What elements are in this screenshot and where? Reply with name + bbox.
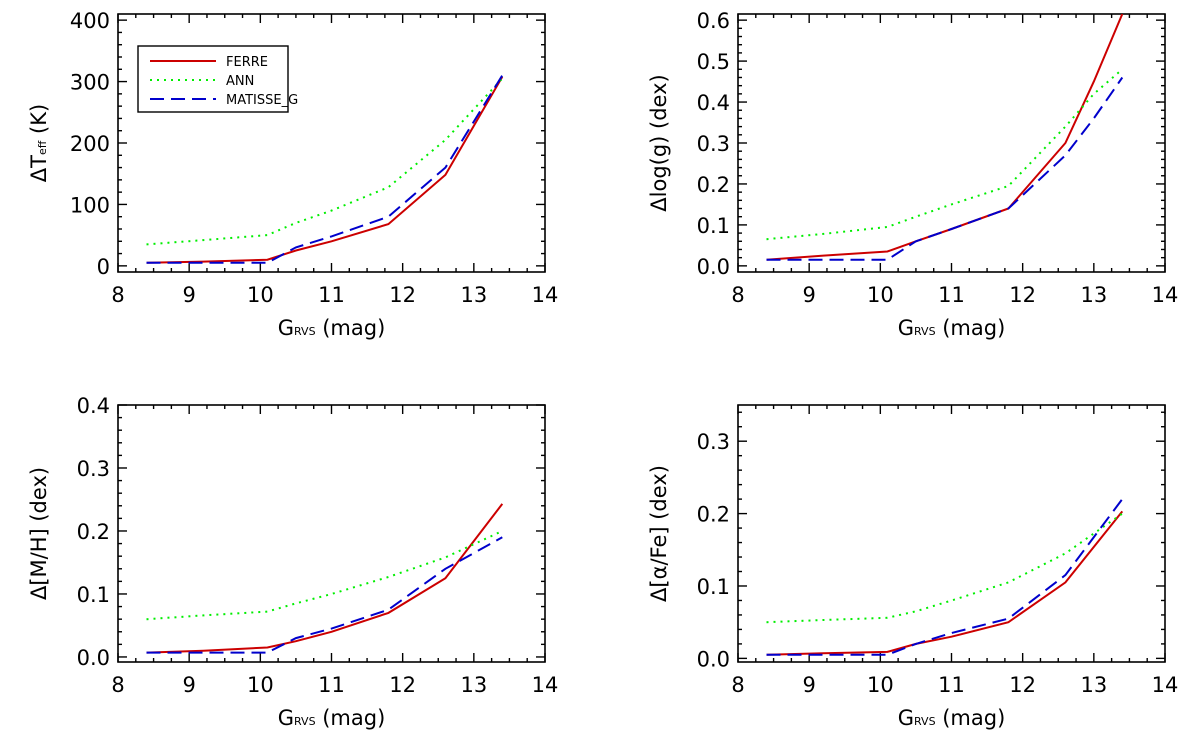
panel-4-x-tick-label: 10 [867,673,894,697]
panel-2-x-axis-label: GRVS (mag) [898,316,1006,340]
panel-1-y-tick-label: 100 [70,193,110,217]
panel-2-series-ann [766,68,1123,241]
panel-1-y-axis-label-main: ΔT [27,155,51,182]
panel-4-x-axis-label: GRVS (mag) [898,706,1006,730]
panel-4-series-ferre [766,510,1124,656]
panel-1-legend-label-ann: ANN [226,74,254,89]
panel-3-x-axis-label-sub: RVS [294,715,316,728]
panel-4-x-tick-label: 14 [1152,673,1179,697]
panel-2-y-axis-label-main: Δlog(g) (dex) [647,74,671,211]
panel-3-series-ann [146,530,503,621]
panel-3-x-axis-label: GRVS (mag) [278,706,386,730]
panel-2-x-tick-label: 10 [867,283,894,307]
panel-3-x-tick-label: 11 [318,673,345,697]
panel-2-y-tick-label: 0.0 [697,255,730,279]
panel-4-x-tick-label: 9 [802,673,815,697]
panel-3-x-tick-label: 8 [111,673,124,697]
panel-1-x-tick-label: 11 [318,283,345,307]
panel-1-legend-label-matisse-g: MATISSE_G [226,93,298,108]
panel-4-x-axis-label-suffix: (mag) [936,706,1006,730]
panel-1-y-tick-label: 300 [70,71,110,95]
panel-1-y-tick-label: 400 [70,9,110,33]
panel-3-x-tick-label: 12 [389,673,416,697]
panel-4-x-tick-label: 13 [1080,673,1107,697]
panel-1-x-tick-label: 9 [182,283,195,307]
panel-4-x-tick-label: 11 [938,673,965,697]
panel-1-x-axis-label-main: G [278,316,294,340]
panel-4-y-axis-label: Δ[α/Fe] (dex) [647,465,671,602]
panel-3-y-axis-label-main: Δ[M/H] (dex) [27,467,51,600]
panel-3-x-tick-label: 9 [182,673,195,697]
panel-1-x-tick-label: 13 [460,283,487,307]
panel-3-x-axis-label-suffix: (mag) [316,706,386,730]
panel-2-x-axis-label-sub: RVS [914,325,936,338]
panel-2: 8 9 10 11 12 13 14 0.0 0.1 0.2 0.3 0.4 0.5 0.6 GRVS (m… [647,9,1178,340]
panel-1-x-axis-label-suffix: (mag) [316,316,386,340]
panel-4-axes-frame [737,404,1166,663]
panel-4-x-tick-label: 12 [1009,673,1036,697]
panel-3-series-matisse-g [146,536,503,654]
panel-4-y-tick-label: 0.1 [697,575,730,599]
panel-3-axes-frame [117,404,546,663]
panel-2-x-axis-label-main: G [898,316,914,340]
panel-1-x-tick-label: 10 [247,283,274,307]
panel-2-x-tick-label: 12 [1009,283,1036,307]
panel-2-y-axis-label: Δlog(g) (dex) [647,74,671,211]
panel-4-y-axis-label-main: Δ[α/Fe] (dex) [647,465,671,602]
panel-3: 8 9 10 11 12 13 14 0.0 0.1 0.2 0.3 0.4 GRVS (mag) Δ[M… [27,394,558,730]
panel-2-axes-frame [737,13,1166,273]
panel-2-x-tick-label: 8 [731,283,744,307]
panel-4-series-ann [766,512,1123,624]
panel-1-y-tick-label: 200 [70,132,110,156]
panel-4-x-axis-label-main: G [898,706,914,730]
panel-3-series-ferre [146,503,504,654]
panel-3-y-tick-label: 0.1 [77,583,110,607]
panel-1-y-axis-label-suffix: (K) [27,104,51,141]
panel-2-y-tick-label: 0.4 [697,91,730,115]
panel-1-series-matisse-g [146,74,504,264]
panel-1-legend: FERRE ANN MATISSE_G [137,45,298,113]
panel-4-series-matisse-g [766,498,1124,656]
panel-2-x-tick-label: 13 [1080,283,1107,307]
panel-2-y-tick-label: 0.5 [697,50,730,74]
panel-3-y-tick-label: 0.4 [77,394,110,418]
panel-2-x-tick-label: 9 [802,283,815,307]
panel-4-y-tick-label: 0.2 [697,503,730,527]
panel-1-y-tick-label: 0 [97,255,110,279]
panel-2-series-matisse-g [766,76,1124,261]
panel-4-y-tick-label: 0.0 [697,647,730,671]
panel-1-y-axis-label: ΔTeff (K) [27,104,51,182]
panel-3-x-tick-label: 13 [460,673,487,697]
panel-2-x-axis-label-suffix: (mag) [936,316,1006,340]
panel-2-y-tick-label: 0.3 [697,132,730,156]
panel-3-y-tick-label: 0.3 [77,457,110,481]
panel-4: 8 9 10 11 12 13 14 0.0 0.1 0.2 0.3 GRVS (mag) Δ[α/Fe… [647,404,1179,730]
panel-4-x-axis-label-sub: RVS [914,715,936,728]
panel-1-x-tick-label: 8 [111,283,124,307]
panel-3-x-tick-label: 10 [247,673,274,697]
panel-2-x-tick-label: 11 [938,283,965,307]
panel-1: 8 9 10 11 12 13 14 0 100 200 300 400 GRVS (mag) ΔTeff… [27,9,558,340]
panel-1-x-axis-label: GRVS (mag) [278,316,386,340]
panel-1-legend-label-ferre: FERRE [226,55,268,70]
panel-1-y-axis-label-sub: eff [36,140,49,155]
panel-4-x-tick-label: 8 [731,673,744,697]
panel-3-y-tick-label: 0.2 [77,520,110,544]
panel-1-series-ferre [146,76,504,264]
panel-1-x-tick-label: 12 [389,283,416,307]
panel-2-x-tick-label: 14 [1152,283,1179,307]
panel-1-x-tick-label: 14 [532,283,559,307]
panel-2-y-tick-label: 0.1 [697,214,730,238]
panel-3-y-tick-label: 0.0 [77,646,110,670]
panel-1-x-axis-label-sub: RVS [294,325,316,338]
panel-4-y-tick-label: 0.3 [697,430,730,454]
panel-3-x-axis-label-main: G [278,706,294,730]
panel-2-series-ferre [766,14,1124,261]
panel-2-y-tick-label: 0.2 [697,173,730,197]
panel-3-x-tick-label: 14 [532,673,559,697]
panel-3-y-axis-label: Δ[M/H] (dex) [27,467,51,600]
panel-2-y-tick-label: 0.6 [697,9,730,33]
